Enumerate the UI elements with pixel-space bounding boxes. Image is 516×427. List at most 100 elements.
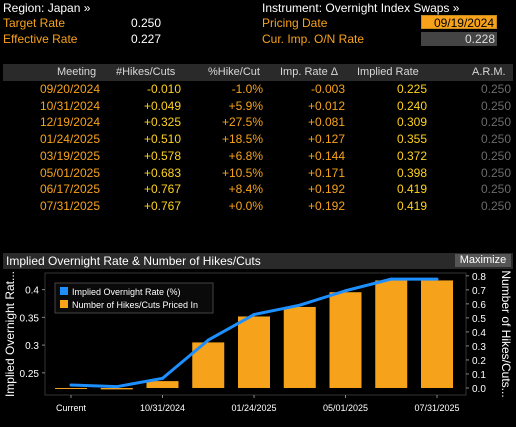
table-cell-hikes: +0.049 (143, 98, 181, 113)
effective-rate-label: Effective Rate (3, 32, 78, 46)
bar (55, 387, 87, 389)
table-cell-meeting[interactable]: 10/31/2024 (39, 98, 100, 113)
pricing-date-input[interactable]: 09/19/2024 (421, 15, 497, 30)
table-cell-delta: -0.003 (310, 82, 345, 96)
x-tick-label: Current (56, 403, 87, 413)
table-cell-arm: 0.250 (480, 182, 511, 197)
table-cell-meeting[interactable]: 05/01/2025 (39, 165, 100, 180)
cur-imp-value: 0.228 (421, 32, 497, 46)
table-cell-meeting[interactable]: 06/17/2025 (39, 182, 100, 197)
table-cell-pct: +18.5% (221, 132, 263, 147)
chart-legend (54, 282, 214, 314)
table-cell-implied: 0.355 (396, 132, 427, 147)
table-cell-arm: 0.250 (480, 165, 511, 180)
y-right-tick-label: 0.7 (472, 286, 486, 297)
x-tick-label: 10/31/2024 (140, 403, 185, 413)
legend-label-bar: Number of Hikes/Cuts Priced In (72, 300, 198, 310)
table-cell-arm: 0.250 (480, 115, 511, 130)
effective-rate-value: 0.227 (131, 32, 162, 46)
chart: 0.4 0.35 0.3 0.25 0.8 0.7 0.6 0.5 0.4 0.3 0.2 0.1 0.… (3, 270, 513, 413)
table-cell-delta: +0.081 (307, 115, 345, 130)
line-point (115, 385, 119, 389)
line-point (69, 383, 73, 387)
column-header-meeting[interactable]: Meeting (57, 66, 97, 78)
table-cell-hikes: +0.683 (143, 165, 181, 180)
table-cell-delta: +0.171 (307, 165, 345, 180)
table-cell-hikes: +0.578 (143, 148, 181, 163)
bar (375, 280, 408, 388)
table-cell-meeting[interactable]: 01/24/2025 (39, 132, 100, 147)
table-cell-meeting[interactable]: 12/19/2024 (39, 115, 100, 130)
legend-label-line: Implied Overnight Rate (%) (72, 287, 181, 297)
y-left-tick-label: 0.25 (20, 369, 40, 380)
line-point (161, 376, 164, 380)
table-cell-arm: 0.250 (480, 148, 511, 163)
table-cell-pct: +0.0% (228, 198, 263, 213)
table-cell-pct: -1.0% (231, 82, 263, 96)
table-cell-delta: +0.127 (307, 132, 345, 147)
table-cell-implied: 0.372 (396, 148, 427, 163)
column-header-hikes[interactable]: #Hikes/Cuts (116, 66, 176, 78)
table-cell-pct: +10.5% (221, 165, 263, 180)
table-cell-meeting[interactable]: 03/19/2025 (39, 148, 100, 163)
line-point (206, 338, 210, 342)
x-tick-label: 05/01/2025 (323, 403, 368, 413)
bar (329, 292, 362, 388)
y-left-axis-title: Implied Overnight Rat... (3, 271, 17, 397)
y-right-tick-label: 0.8 (472, 272, 486, 283)
table-cell-delta: +0.144 (307, 148, 345, 163)
y-right-tick-label: 0.5 (472, 314, 486, 325)
table-cell-hikes: +0.510 (143, 132, 181, 147)
table-cell-meeting[interactable]: 07/31/2025 (39, 198, 100, 213)
table-cell-arm: 0.250 (480, 98, 511, 113)
table-cell-delta: +0.192 (307, 182, 345, 197)
table-cell-arm: 0.250 (480, 132, 511, 147)
table-header (3, 64, 513, 81)
region-link[interactable]: Region: Japan » (3, 1, 91, 15)
legend-swatch-line (60, 287, 68, 295)
column-header-implied[interactable]: Implied Rate (357, 66, 419, 78)
table-cell-hikes: +0.767 (143, 198, 181, 213)
y-right-axis-title: Number of Hikes/Cuts... (499, 270, 513, 397)
table-cell-pct: +5.9% (228, 98, 263, 113)
table-cell-pct: +6.8% (228, 148, 263, 163)
bar (283, 306, 316, 388)
cur-imp-label: Cur. Imp. O/N Rate (262, 32, 365, 46)
maximize-button[interactable]: Maximize (455, 254, 511, 267)
y-right-tick-label: 0.3 (472, 342, 486, 353)
column-header-delta[interactable]: Imp. Rate Δ (280, 66, 339, 78)
target-rate-value: 0.250 (131, 16, 162, 30)
bar (238, 316, 270, 388)
line-point (344, 289, 347, 293)
bar (421, 280, 453, 388)
table-cell-delta: +0.012 (307, 98, 345, 113)
instrument-link[interactable]: Instrument: Overnight Index Swaps » (262, 1, 460, 15)
column-header-pct[interactable]: %Hike/Cut (208, 66, 260, 78)
table-cell-meeting[interactable]: 09/20/2024 (39, 82, 100, 96)
bar (100, 387, 133, 390)
table-cell-pct: +8.4% (228, 182, 263, 197)
x-tick-label: 07/31/2025 (414, 403, 459, 413)
table-cell-hikes: +0.767 (143, 182, 181, 197)
table-cell-implied: 0.398 (396, 165, 427, 180)
x-tick-label: 01/24/2025 (231, 403, 276, 413)
bar (146, 381, 179, 388)
chart-title: Implied Overnight Rate & Number of Hikes… (6, 254, 261, 268)
y-right-tick-label: 0.0 (472, 384, 486, 395)
legend-swatch-bar (60, 300, 68, 308)
pricing-date-label: Pricing Date (262, 16, 328, 30)
y-left-tick-label: 0.35 (20, 313, 40, 324)
table-cell-hikes: -0.010 (146, 82, 181, 96)
column-header-arm[interactable]: A.R.M. (472, 66, 506, 78)
table-cell-pct: +27.5% (221, 115, 263, 130)
line-point (389, 277, 393, 281)
y-right-tick-label: 0.1 (472, 370, 486, 381)
y-left-tick-label: 0.3 (25, 341, 39, 352)
y-right-tick-label: 0.6 (472, 300, 486, 311)
table-cell-implied: 0.419 (396, 182, 427, 197)
line-point (435, 277, 439, 281)
table-cell-arm: 0.250 (480, 198, 511, 213)
table-cell-implied: 0.309 (396, 115, 427, 130)
table-cell-implied: 0.225 (396, 82, 427, 96)
table-cell-implied: 0.240 (396, 98, 427, 113)
